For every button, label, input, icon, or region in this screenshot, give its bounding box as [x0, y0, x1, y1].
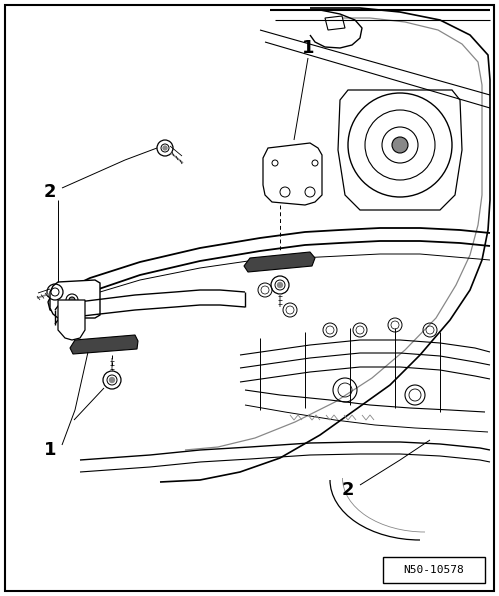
Polygon shape: [70, 335, 138, 354]
Polygon shape: [325, 16, 345, 30]
Text: 1: 1: [302, 39, 314, 57]
Circle shape: [69, 297, 75, 303]
Circle shape: [109, 377, 114, 383]
Bar: [278, 157, 300, 173]
Circle shape: [392, 137, 408, 153]
Circle shape: [53, 290, 57, 294]
Bar: [78, 293, 92, 307]
Polygon shape: [263, 143, 322, 205]
Bar: [383, 557, 485, 583]
Text: 2: 2: [44, 183, 56, 201]
Text: 2: 2: [342, 481, 354, 499]
Text: 1: 1: [44, 441, 56, 459]
Polygon shape: [58, 300, 85, 340]
Circle shape: [163, 146, 167, 150]
Bar: [63, 308, 77, 318]
Polygon shape: [50, 280, 100, 318]
Circle shape: [277, 283, 282, 287]
Text: N50-10578: N50-10578: [404, 565, 465, 575]
Polygon shape: [244, 252, 315, 272]
